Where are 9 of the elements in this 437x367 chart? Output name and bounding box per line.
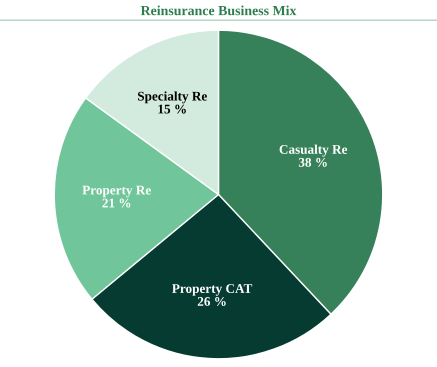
slice-label: Casualty Re <box>280 144 348 157</box>
data-label: 26 % <box>198 297 226 306</box>
slice-label: Property CAT <box>172 284 252 296</box>
data-label: 38 % <box>298 158 327 167</box>
slice-label: Property Re <box>82 186 151 198</box>
data-label: 21 % <box>102 198 130 208</box>
slice-label: Specialty Re <box>138 91 207 104</box>
chart-title: Reinsurance Business Mix <box>140 6 296 16</box>
data-label: 15 % <box>158 104 186 114</box>
